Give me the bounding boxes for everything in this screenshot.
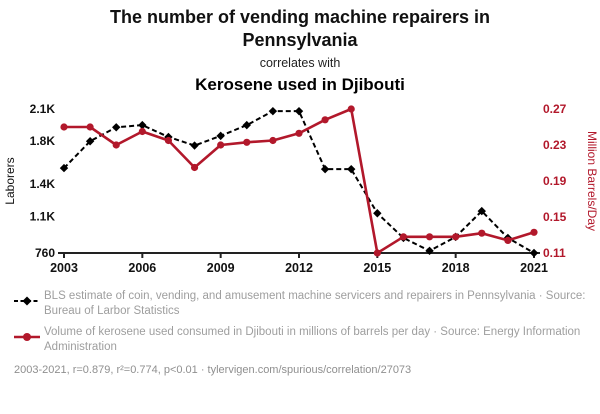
- stats-footer: 2003-2021, r=0.879, r²=0.774, p<0.01 · t…: [14, 363, 412, 376]
- legend-item-black-series: BLS estimate of coin, vending, and amuse…: [14, 289, 586, 319]
- svg-text:Million Barrels/Day: Million Barrels/Day: [585, 131, 599, 231]
- chart-legend: BLS estimate of coin, vending, and amuse…: [0, 285, 600, 355]
- svg-text:0.19: 0.19: [543, 174, 567, 188]
- legend-text-black-series: BLS estimate of coin, vending, and amuse…: [44, 290, 586, 317]
- solid-circle-line-icon: [14, 325, 44, 347]
- legend-item-red-series: Volume of kerosene used consumed in Djib…: [14, 325, 586, 355]
- svg-text:2021: 2021: [520, 261, 548, 275]
- chart-header: The number of vending machine repairers …: [0, 0, 600, 95]
- line-chart: 2003 2006 2009 2012 2015 2018 2021 2.1K 1.8K 1.4K…: [3, 102, 599, 275]
- svg-text:2003: 2003: [50, 261, 78, 275]
- svg-text:1.4K: 1.4K: [30, 177, 56, 191]
- dashed-diamond-line-icon: [14, 289, 44, 311]
- svg-text:2018: 2018: [442, 261, 470, 275]
- chart-subtitle: correlates with: [259, 56, 341, 70]
- legend-text-red-series: Volume of kerosene used consumed in Djib…: [44, 325, 581, 353]
- chart-plot-area: 2003 2006 2009 2012 2015 2018 2021 2.1K 1.8K 1.4K…: [0, 97, 600, 285]
- chart-title: The number of vending machine repairers …: [109, 7, 491, 50]
- svg-text:2009: 2009: [207, 261, 235, 275]
- svg-text:2.1K: 2.1K: [30, 102, 56, 116]
- svg-text:1.8K: 1.8K: [30, 134, 56, 148]
- svg-text:0.27: 0.27: [543, 102, 567, 116]
- svg-text:2012: 2012: [285, 261, 313, 275]
- svg-text:2015: 2015: [363, 261, 391, 275]
- svg-text:2006: 2006: [128, 261, 156, 275]
- svg-text:0.11: 0.11: [543, 246, 566, 260]
- svg-text:760: 760: [35, 246, 55, 260]
- svg-text:Laborers: Laborers: [3, 157, 17, 204]
- chart-secondary-title: Kerosene used in Djibouti: [195, 75, 405, 94]
- svg-text:0.15: 0.15: [543, 210, 567, 224]
- svg-text:0.23: 0.23: [543, 138, 567, 152]
- svg-text:1.1K: 1.1K: [30, 209, 56, 223]
